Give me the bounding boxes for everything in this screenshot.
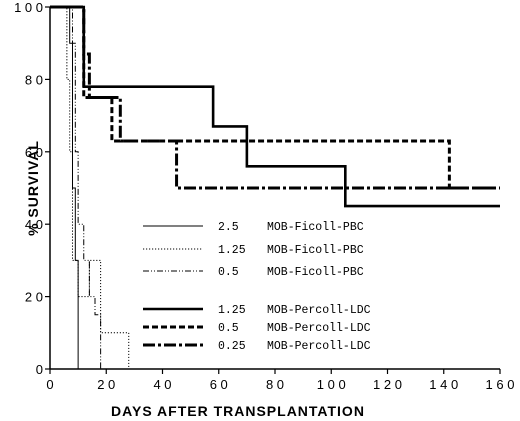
- y-tick-label: 8 0: [25, 72, 43, 87]
- legend-label: MOB-Percoll-LDC: [267, 304, 371, 317]
- y-tick-label: 1 0 0: [14, 0, 43, 15]
- series-lines: [50, 5, 500, 369]
- legend-label: MOB-Ficoll-PBC: [267, 266, 364, 279]
- legend-dose: 0.5: [218, 322, 239, 335]
- legend-label: MOB-Ficoll-PBC: [267, 221, 364, 234]
- y-tick-label: 2 0: [25, 290, 43, 305]
- series-line-6: [50, 5, 500, 190]
- series-line-3: [50, 6, 102, 369]
- x-axis-title: DAYS AFTER TRANSPLANTATION: [111, 403, 365, 419]
- series-line-4: [50, 5, 500, 208]
- x-tick-label: 1 2 0: [373, 377, 402, 392]
- legend-label: MOB-Percoll-LDC: [267, 340, 371, 353]
- legend-dose: 1.25: [218, 304, 246, 317]
- x-tick-label: 0: [46, 377, 53, 392]
- tick-labels: 0 2 0 4 0 6 0 8 0 1 0 0 1 2 0 1 4 0 1 6 0 0 2 0 4 0…: [14, 0, 514, 392]
- legend-dose: 2.5: [218, 221, 239, 234]
- y-tick-label: 0: [36, 362, 43, 377]
- axes: [45, 6, 501, 374]
- x-tick-label: 6 0: [210, 377, 228, 392]
- y-tick-label: 6 0: [25, 145, 43, 160]
- x-tick-label: 1 4 0: [429, 377, 458, 392]
- x-tick-label: 4 0: [153, 377, 171, 392]
- legend: 2.5 MOB-Ficoll-PBC 1.25 MOB-Ficoll-PBC 0.5 MO…: [143, 221, 371, 353]
- legend-dose: 1.25: [218, 244, 246, 257]
- x-tick-label: 2 0: [97, 377, 115, 392]
- x-tick-label: 1 6 0: [486, 377, 515, 392]
- legend-dose: 0.25: [218, 340, 246, 353]
- series-line-1: [50, 6, 79, 369]
- x-tick-label: 8 0: [266, 377, 284, 392]
- legend-label: MOB-Ficoll-PBC: [267, 244, 364, 257]
- series-line-2: [50, 6, 130, 369]
- x-tick-label: 1 0 0: [317, 377, 346, 392]
- y-tick-label: 4 0: [25, 217, 43, 232]
- y-axis-title: % SURVIVAL: [25, 140, 41, 236]
- legend-dose: 0.5: [218, 266, 239, 279]
- legend-label: MOB-Percoll-LDC: [267, 322, 371, 335]
